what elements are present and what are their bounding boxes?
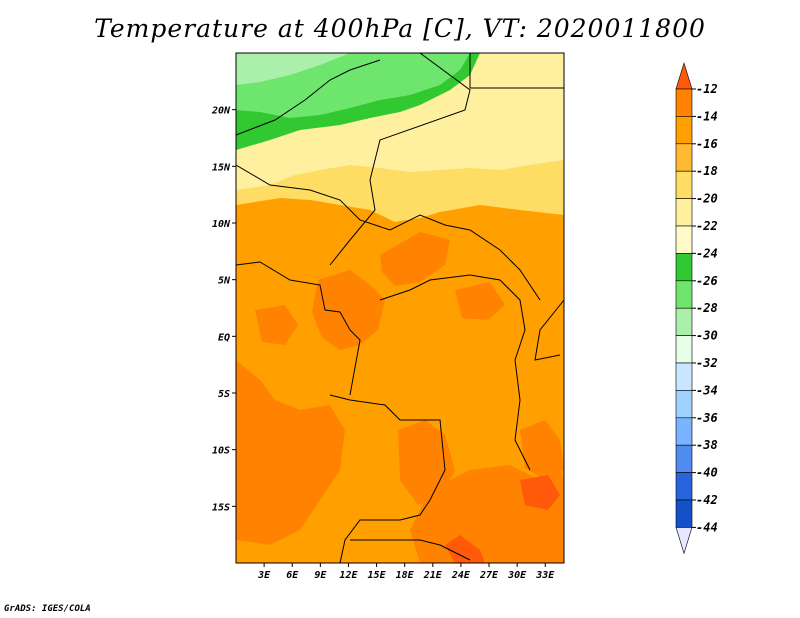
- colorbar-label: -28: [696, 301, 718, 315]
- colorbar-label: -40: [696, 466, 718, 480]
- colorbar-swatch: [675, 253, 693, 282]
- lat-label: 15S: [212, 502, 230, 513]
- colorbar-swatch: [675, 335, 693, 364]
- axis-labels: 20N 15N 10N 5N EQ 5S 10S 15S 3E 6E 9E 12E 15E 18E 21E 2…: [211, 106, 555, 581]
- colorbar-swatch: [675, 499, 693, 528]
- colorbar-swatch: [675, 116, 693, 145]
- colorbar-swatch: [675, 307, 693, 336]
- colorbar-swatch: [675, 390, 693, 419]
- colorbar-label: -22: [696, 219, 718, 233]
- lon-label: 30E: [507, 570, 527, 581]
- colorbar-label: -20: [696, 192, 718, 206]
- lon-label: 18E: [396, 570, 415, 581]
- lon-label: 21E: [423, 570, 443, 581]
- colorbar-swatch: [675, 472, 693, 501]
- colorbar-swatch: [675, 280, 693, 309]
- colorbar-swatch: [675, 362, 693, 391]
- map-frame: [235, 52, 565, 564]
- lon-label: 15E: [368, 570, 387, 581]
- lon-label: 12E: [339, 570, 358, 581]
- lat-label: 10S: [212, 446, 230, 457]
- lon-label: 9E: [314, 570, 327, 581]
- lon-label: 6E: [286, 570, 299, 581]
- temperature-map: 20N 15N 10N 5N EQ 5S 10S 15S 3E 6E 9E 12E 15E 18E 21E 2…: [211, 52, 718, 581]
- map-title: Temperature at 400hPa [C], VT: 202001180…: [94, 14, 706, 43]
- colorbar-label: -34: [696, 383, 718, 397]
- colorbar-label: -14: [696, 109, 718, 123]
- lat-label: EQ: [218, 332, 230, 343]
- lat-label: 10N: [212, 219, 231, 230]
- colorbar-max-arrow: [675, 61, 693, 90]
- colorbar-label: -24: [696, 246, 718, 260]
- lon-label: 3E: [257, 570, 271, 581]
- grads-credit: GrADS: IGES/COLA: [4, 604, 91, 614]
- colorbar-label: -16: [696, 137, 718, 151]
- lat-label: 5N: [218, 276, 231, 287]
- colorbar-swatch: [675, 198, 693, 227]
- lat-label: 15N: [212, 162, 231, 173]
- colorbar-swatch: [675, 444, 693, 473]
- lon-label: 27E: [479, 570, 499, 581]
- colorbar-swatch: [675, 225, 693, 254]
- colorbar-swatch: [675, 417, 693, 446]
- lon-label: 33E: [535, 570, 555, 581]
- colorbar-label: -12: [696, 82, 718, 96]
- colorbar: -12 -14 -16 -18 -20 -22 -24 -26 -28 -30 -32 -34 -36 -…: [675, 61, 718, 555]
- lat-label: 5S: [218, 389, 230, 400]
- lat-label: 20N: [211, 106, 231, 117]
- colorbar-label: -32: [696, 356, 718, 370]
- colorbar-swatch: [675, 170, 693, 199]
- colorbar-label: -18: [696, 164, 718, 178]
- colorbar-swatch: [675, 88, 693, 117]
- colorbar-min-arrow: [675, 527, 693, 555]
- colorbar-swatch: [675, 143, 693, 172]
- colorbar-label: -26: [696, 274, 718, 288]
- temperature-field: [236, 53, 564, 563]
- colorbar-label: -42: [696, 493, 718, 507]
- lon-label: 24E: [451, 570, 471, 581]
- country-borders: [236, 53, 564, 563]
- colorbar-label: -38: [696, 438, 718, 452]
- colorbar-label: -44: [696, 520, 718, 534]
- colorbar-label: -36: [696, 411, 718, 425]
- colorbar-label: -30: [696, 329, 718, 343]
